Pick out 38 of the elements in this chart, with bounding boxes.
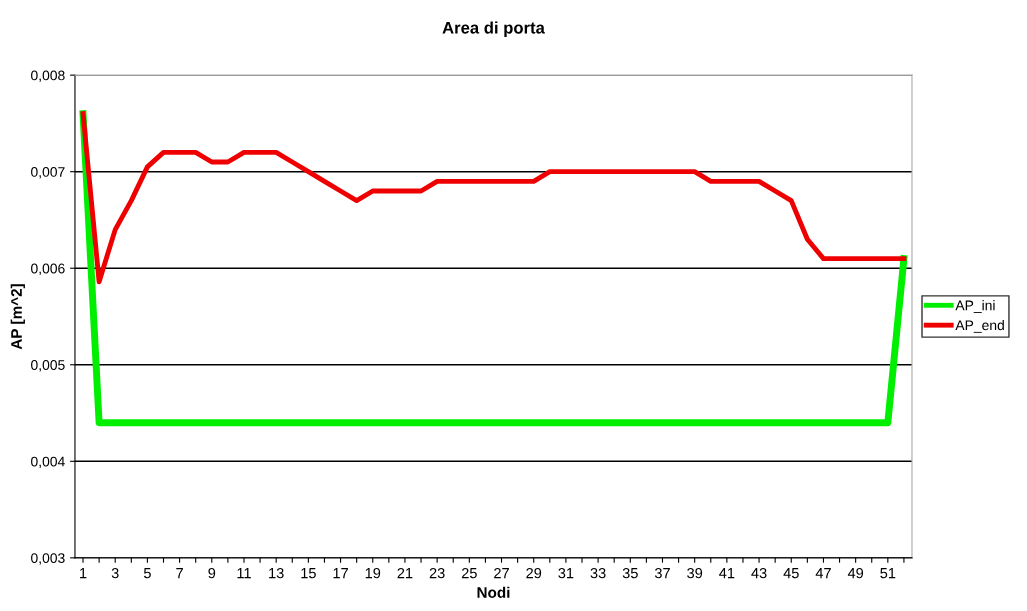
x-tick-label: 25 <box>461 567 477 579</box>
y-tick-label: 0,005 <box>31 360 65 372</box>
x-tick-label: 3 <box>111 567 119 579</box>
x-tick-label: 5 <box>143 568 151 579</box>
x-tick-label: 41 <box>719 568 735 579</box>
x-tick-label: 21 <box>397 567 413 579</box>
x-tick-label: 51 <box>880 568 896 579</box>
x-tick-label: 35 <box>622 567 638 579</box>
x-tick-label: 7 <box>176 568 183 579</box>
chart-title: Area di porta <box>442 21 545 37</box>
x-tick-label: 43 <box>751 567 767 579</box>
x-axis-title: Nodi <box>477 586 510 598</box>
legend-label: AP_ini <box>955 300 995 313</box>
x-tick-label: 39 <box>687 567 703 579</box>
y-tick-label: 0,003 <box>31 553 65 565</box>
x-tick-label: 37 <box>654 567 670 579</box>
x-tick-label: 23 <box>429 567 445 579</box>
y-tick-label: 0,008 <box>31 70 65 82</box>
x-tick-label: 11 <box>237 568 251 579</box>
legend-label: AP_end <box>955 319 1004 333</box>
x-tick-label: 9 <box>208 567 216 579</box>
x-tick-label: 33 <box>590 567 606 579</box>
x-tick-label: 47 <box>815 568 831 579</box>
x-tick-label: 19 <box>365 567 381 579</box>
x-tick-label: 29 <box>526 567 542 579</box>
x-tick-label: 27 <box>494 567 509 579</box>
x-tick-label: 45 <box>783 568 799 579</box>
y-tick-label: 0,004 <box>31 456 65 469</box>
y-tick-label: 0,006 <box>31 263 65 276</box>
line-series <box>80 111 907 285</box>
x-tick-label: 13 <box>269 567 284 579</box>
x-tick-label: 15 <box>301 568 316 579</box>
x-tick-label: 17 <box>333 568 348 579</box>
y-axis-title: AP [m^2] <box>10 284 25 350</box>
x-tick-label: 1 <box>80 568 87 579</box>
x-tick-label: 49 <box>847 567 864 579</box>
x-tick-label: 31 <box>558 567 574 579</box>
y-tick-label: 0,007 <box>31 167 65 179</box>
